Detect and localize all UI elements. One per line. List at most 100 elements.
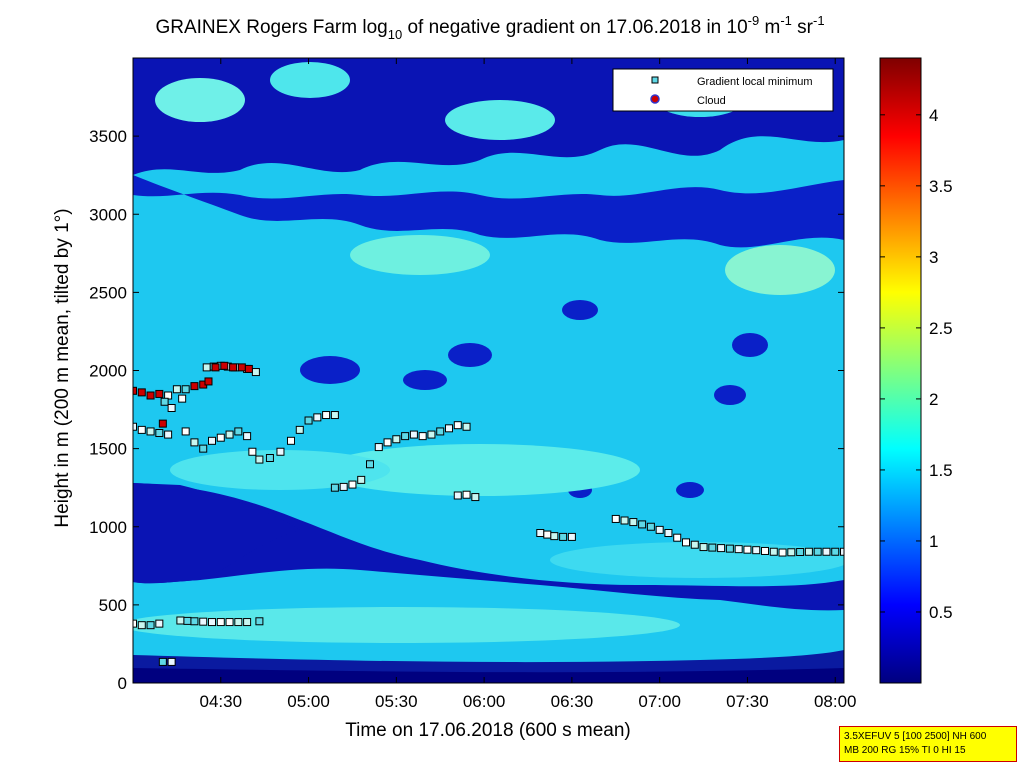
gradient-minimum-point bbox=[699, 543, 708, 552]
processing-info-box: 3.5XEFUV 5 [100 2500] NH 600 MB 200 RG 1… bbox=[839, 726, 1017, 762]
gradient-minimum-point bbox=[734, 545, 743, 554]
gradient-minimum-point bbox=[234, 427, 243, 436]
gradient-minimum-point bbox=[427, 430, 436, 439]
gradient-minimum-point bbox=[146, 427, 155, 436]
gradient-minimum-point bbox=[251, 368, 260, 377]
gradient-minimum-point bbox=[840, 547, 844, 556]
gradient-minimum-point bbox=[181, 385, 190, 394]
gradient-minimum-point bbox=[155, 429, 164, 437]
gradient-minimum-point bbox=[181, 427, 190, 436]
gradient-minimum-point bbox=[366, 460, 374, 469]
y-axis: 0 500 1000 1500 2000 2500 3000 3500 bbox=[89, 127, 844, 693]
gradient-minimum-point bbox=[761, 546, 769, 555]
gradient-minimum-point bbox=[357, 475, 366, 484]
gradient-minimum-point bbox=[202, 363, 211, 372]
chart-title: GRAINEX Rogers Farm log10 of negative gr… bbox=[155, 13, 824, 42]
y-tick-label: 500 bbox=[99, 596, 127, 615]
cloud-point bbox=[158, 419, 167, 428]
legend-label-cloud: Cloud bbox=[697, 95, 726, 107]
gradient-minimum-point bbox=[752, 546, 761, 555]
legend-box bbox=[612, 68, 834, 112]
y-tick-label: 3000 bbox=[89, 205, 127, 224]
gradient-minimum-point bbox=[383, 438, 392, 447]
gradient-minimum-point bbox=[813, 547, 822, 556]
gradient-minimum-point bbox=[743, 545, 752, 554]
x-tick-label: 08:00 bbox=[814, 692, 857, 711]
y-tick-label: 1500 bbox=[89, 440, 127, 459]
cloud-point bbox=[137, 388, 146, 397]
x-axis: 04:30 05:00 05:30 06:00 06:30 07:00 07:30 08:00 bbox=[200, 58, 857, 711]
gradient-minimum-point bbox=[248, 447, 257, 456]
gradient-minimum-point bbox=[190, 438, 199, 447]
gradient-minimum-point bbox=[164, 430, 173, 439]
colorbar-tick-label: 2.5 bbox=[929, 319, 953, 338]
gradient-minimum-point bbox=[322, 411, 331, 420]
legend-minimum-marker bbox=[651, 76, 659, 84]
x-tick-label: 05:00 bbox=[287, 692, 330, 711]
heatmap-field bbox=[133, 58, 844, 683]
cloud-point bbox=[155, 389, 164, 398]
colorbar-tick-label: 4 bbox=[929, 106, 938, 125]
gradient-minimum-point bbox=[255, 617, 264, 626]
gradient-minimum-point bbox=[133, 422, 137, 431]
x-tick-label: 07:00 bbox=[638, 692, 681, 711]
x-tick-label: 07:30 bbox=[726, 692, 769, 711]
gradient-minimum-point bbox=[208, 618, 216, 627]
y-axis-label: Height in m (200 m mean, tilted by 1°) bbox=[52, 208, 73, 527]
gradient-minimum-point bbox=[225, 618, 234, 627]
y-tick-label: 1000 bbox=[89, 518, 127, 537]
gradient-minimum-point bbox=[137, 621, 146, 630]
colorbar-tick-label: 3 bbox=[929, 248, 938, 267]
cloud-point bbox=[146, 391, 155, 400]
x-tick-label: 06:00 bbox=[463, 692, 506, 711]
colorbar bbox=[879, 57, 922, 684]
cloud-point bbox=[133, 386, 137, 395]
gradient-minimum-point bbox=[158, 657, 167, 666]
gradient-minimum-point bbox=[646, 522, 655, 531]
gradient-minimum-point bbox=[409, 430, 418, 439]
gradient-minimum-point bbox=[717, 544, 726, 553]
cloud-point bbox=[211, 363, 220, 372]
gradient-minimum-point bbox=[778, 548, 787, 557]
gradient-minimum-point bbox=[401, 432, 410, 441]
gradient-minimum-point bbox=[567, 532, 576, 541]
gradient-minimum-point bbox=[787, 548, 796, 557]
y-tick-label: 3500 bbox=[89, 127, 127, 146]
gradient-minimum-point bbox=[620, 516, 629, 525]
gradient-minimum-point bbox=[374, 443, 383, 452]
y-tick-label: 2000 bbox=[89, 362, 127, 381]
gradient-minimum-point bbox=[243, 618, 252, 627]
gradient-minimum-point bbox=[190, 617, 199, 626]
gradient-minimum-point bbox=[453, 491, 462, 500]
gradient-minimum-point bbox=[216, 618, 225, 627]
gradient-minimum-point bbox=[418, 432, 427, 441]
gradient-minimum-point bbox=[234, 618, 243, 627]
colorbar-tick-label: 0.5 bbox=[929, 603, 953, 622]
x-tick-label: 05:30 bbox=[375, 692, 418, 711]
info-line-1: 3.5XEFUV 5 [100 2500] NH 600 bbox=[844, 731, 987, 742]
colorbar-ticks: 0.5 1 1.5 2 2.5 3 3.5 4 bbox=[880, 106, 953, 622]
gradient-minimum-point bbox=[796, 548, 805, 557]
gradient-minimum-point bbox=[708, 543, 717, 552]
gradient-minimum-point bbox=[178, 394, 187, 403]
gradient-minimum-point bbox=[673, 533, 682, 542]
gradient-minimum-point bbox=[543, 530, 552, 539]
gradient-minimum-point bbox=[216, 433, 225, 442]
gradient-minimum-point bbox=[160, 397, 169, 406]
gradient-minimum-point bbox=[133, 619, 137, 628]
gradient-minimum-point bbox=[655, 525, 664, 534]
gradient-minimum-point bbox=[445, 424, 453, 433]
y-tick-label: 2500 bbox=[89, 283, 127, 302]
colorbar-tick-label: 3.5 bbox=[929, 177, 953, 196]
gradient-minimum-point bbox=[295, 425, 304, 434]
legend-cloud-marker bbox=[650, 94, 660, 104]
cloud-point bbox=[190, 382, 199, 391]
gradient-minimum-point bbox=[199, 617, 208, 626]
y-tick-label: 0 bbox=[118, 674, 127, 693]
cloud-markers bbox=[133, 361, 253, 428]
colorbar-tick-label: 1.5 bbox=[929, 461, 953, 480]
cloud-point bbox=[220, 361, 229, 370]
gradient-minimum-point bbox=[629, 518, 638, 527]
gradient-minimum-point bbox=[822, 547, 831, 556]
